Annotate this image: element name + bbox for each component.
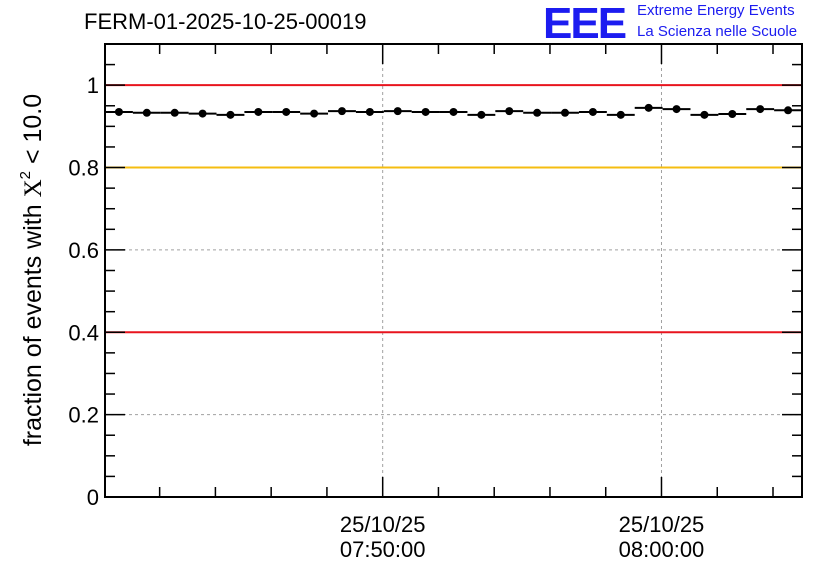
data-point [561, 108, 570, 117]
data-point [393, 107, 402, 116]
reference-lines [105, 84, 802, 334]
logo-line-2: La Scienza nelle Scuole [637, 23, 798, 40]
y-axis-label: fraction of events with X2 < 10.0 [17, 94, 47, 446]
x-tick-label-time: 07:50:00 [340, 537, 426, 562]
y-tick-labels: 0 0.2 0.4 0.6 0.8 1 [68, 73, 99, 510]
data-point [142, 108, 151, 117]
x-tick-label-date: 25/10/25 [340, 512, 426, 537]
data-points [105, 103, 802, 119]
axis-ticks [105, 43, 802, 498]
y-tick-label: 0 [87, 485, 99, 510]
data-point [170, 108, 179, 117]
eee-logo: EEE [543, 0, 627, 48]
y-tick-label: 0.4 [68, 320, 99, 345]
data-point [644, 103, 653, 112]
data-point [282, 107, 291, 116]
data-point [784, 106, 793, 115]
data-point [337, 107, 346, 116]
data-point [700, 110, 709, 119]
data-point [756, 105, 765, 114]
data-point [449, 107, 458, 116]
data-point [226, 110, 235, 119]
data-point [477, 110, 486, 119]
y-tick-label: 0.6 [68, 238, 99, 263]
logo-line-1: Extreme Energy Events [637, 2, 795, 19]
data-point [728, 110, 737, 119]
data-point [254, 107, 263, 116]
data-point [588, 107, 597, 116]
data-point [505, 107, 514, 116]
y-tick-label: 0.8 [68, 156, 99, 181]
data-point [198, 109, 207, 118]
data-point [616, 110, 625, 119]
data-point [533, 108, 542, 117]
x-tick-label-date: 25/10/25 [619, 512, 705, 537]
y-tick-label: 1 [87, 73, 99, 98]
y-tick-label: 0.2 [68, 403, 99, 428]
data-point [365, 107, 374, 116]
data-point [310, 109, 319, 118]
data-point [114, 107, 123, 116]
x-tick-label-time: 08:00:00 [619, 537, 705, 562]
data-point [672, 105, 681, 114]
data-point [421, 107, 430, 116]
run-title: FERM-01-2025-10-25-00019 [84, 9, 367, 34]
